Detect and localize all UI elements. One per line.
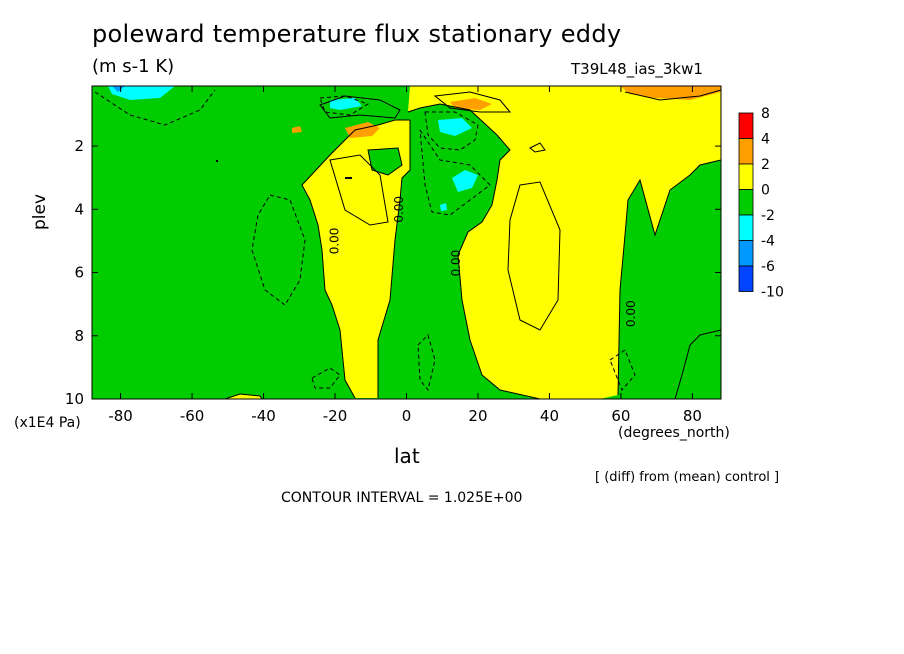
contour-label: 0.00 [392, 196, 406, 223]
colorbar-swatch [738, 189, 754, 216]
colorbar-label: -10 [761, 285, 784, 301]
positive-strip-bottom [225, 394, 262, 399]
colorbar-swatch [738, 265, 754, 292]
y-tick-label: 2 [74, 137, 84, 155]
positive-region-center [302, 120, 410, 398]
positive-region-east [408, 86, 721, 399]
chart-units: (m s-1 K) [92, 56, 175, 77]
contour-loop-small [529, 142, 546, 153]
run-id: T39L48_ias_3kw1 [571, 60, 703, 78]
colorbar-swatch [738, 112, 754, 139]
dashed-contours [94, 89, 636, 392]
x-tick-label: -40 [251, 407, 276, 425]
solid-contours [224, 89, 721, 399]
contour-interval: CONTOUR INTERVAL = 1.025E+00 [281, 490, 523, 506]
colorbar-swatch [738, 138, 754, 165]
x-tick-label: -20 [323, 407, 348, 425]
colorbar-label: -6 [761, 259, 775, 275]
negative-region-east-lower [675, 330, 721, 399]
negative-patch-c [438, 118, 472, 136]
negative-patch-a [108, 86, 175, 100]
y-tick-label: 4 [74, 200, 84, 218]
colorbar-swatch [738, 163, 754, 190]
negative-patch-e [440, 203, 447, 211]
colorbar-label: -4 [761, 234, 775, 250]
contour-labels: 0.00 0.00 0.00 0.00 [328, 196, 639, 327]
colorbar: 8 4 2 0 -2 -4 -6 -10 [738, 106, 784, 301]
chart-title: poleward temperature flux stationary edd… [92, 20, 622, 48]
negative-blob-center [368, 148, 402, 175]
y-axis-label: plev [30, 193, 50, 230]
contour-field [92, 86, 721, 399]
colorbar-swatch [738, 240, 754, 267]
diff-note: [ (diff) from (mean) control ] [595, 470, 780, 485]
x-tick-label: 0 [402, 407, 412, 425]
y-tick-label: 6 [74, 264, 84, 282]
y-tick-label: 10 [65, 390, 84, 408]
positive-dot [292, 126, 302, 133]
negative-patch-b [330, 98, 362, 110]
colorbar-label: -2 [761, 208, 775, 224]
x-tick-label: -80 [108, 407, 133, 425]
contour-label: 0.00 [624, 300, 638, 327]
colorbar-label: 0 [761, 183, 770, 199]
negative-patch-strong [112, 86, 125, 92]
x-tick-label: 60 [611, 407, 630, 425]
contour-label: 0.00 [328, 228, 342, 255]
axes: -80 -60 -40 -20 0 20 40 60 80 2 4 6 8 10 [65, 86, 721, 425]
contour-label: 0.00 [449, 250, 463, 277]
x-tick-label: 20 [468, 407, 487, 425]
x-tick-label: 80 [683, 407, 702, 425]
colorbar-label: 8 [761, 106, 770, 122]
colorbar-swatch [738, 214, 754, 241]
y-tick-label: 8 [74, 327, 84, 345]
colorbar-label: 2 [761, 157, 770, 173]
y-axis-unit: (x1E4 Pa) [14, 415, 81, 431]
x-tick-label: -60 [180, 407, 205, 425]
x-tick-label: 40 [540, 407, 559, 425]
positive-patch-b [450, 98, 492, 110]
x-axis-label: lat [394, 444, 420, 468]
x-axis-unit: (degrees_north) [618, 425, 730, 441]
negative-patch-d [452, 170, 478, 192]
colorbar-label: 4 [761, 132, 770, 148]
